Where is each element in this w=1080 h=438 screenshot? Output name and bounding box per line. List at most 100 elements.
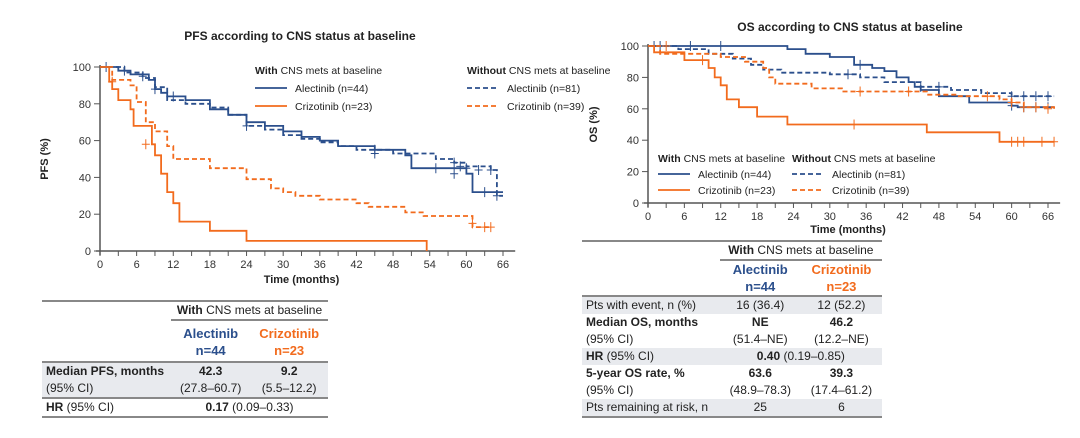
pfs-x-tick-label: 24: [240, 259, 252, 271]
pfs-series-crizotinib-without: [100, 66, 491, 228]
os-table-row: Pts remaining at risk, n 25 6: [582, 399, 882, 418]
pfs-legend-label: Crizotinib (n=39): [507, 101, 584, 113]
pfs-y-tick-label: 60: [79, 136, 91, 148]
os-censor-mark: [1007, 97, 1016, 108]
os-x-tick-label: 54: [969, 211, 981, 223]
os-x-tick-label: 36: [860, 211, 872, 223]
pfs-chart-title: PFS according to CNS status at baseline: [184, 29, 416, 43]
pfs-censor-mark: [370, 148, 379, 159]
pfs-chart: PFS according to CNS status at baseline 0…: [39, 29, 611, 286]
os-legend: With CNS mets at baseline Alectinib (n=44…: [658, 153, 936, 197]
pfs-table-row: (95% CI) (27.8–60.7) (5.5–12.2): [42, 380, 328, 398]
os-censor-mark: [904, 86, 913, 97]
os-y-tick-label: 100: [621, 41, 639, 53]
os-censor-mark: [716, 41, 725, 51]
pfs-table-col-alectinib: Alectinib: [183, 326, 239, 341]
os-table-row: (95% CI) (48.9–78.3) (17.4–61.2): [586, 383, 873, 397]
pfs-table-n-alectinib: n=44: [195, 343, 226, 358]
pfs-legend-label: Crizotinib (n=23): [295, 101, 372, 113]
os-censor-mark: [1019, 136, 1028, 147]
pfs-table-col-crizotinib: Crizotinib: [259, 326, 320, 341]
pfs-x-tick-label: 30: [277, 259, 289, 271]
pfs-x-tick-label: 0: [97, 259, 103, 271]
pfs-x-tick-label: 18: [204, 259, 216, 271]
pfs-x-axis-label: Time (months): [264, 274, 340, 286]
os-censor-mark: [1050, 136, 1059, 147]
pfs-x-tick-label: 12: [167, 259, 179, 271]
os-censor-mark: [844, 69, 852, 80]
os-table-col-alectinib: Alectinib: [732, 262, 788, 277]
pfs-censor-mark: [431, 163, 440, 174]
pfs-censor-mark: [108, 76, 117, 87]
os-summary-table: With CNS mets at baseline Alectinib Criz…: [582, 240, 882, 418]
os-legend-heading: With CNS mets at baseline: [658, 153, 785, 165]
os-table-row: (95% CI) (51.4–NE) (12.2–NE): [586, 332, 869, 346]
os-censor-mark: [856, 59, 865, 70]
os-y-tick-label: 40: [627, 135, 639, 147]
os-censor-mark: [916, 81, 925, 92]
pfs-legend-heading: Without CNS mets at baseline: [467, 65, 611, 77]
os-table-row: Median OS, months NE 46.2: [586, 315, 854, 329]
os-censor-mark: [686, 41, 695, 51]
os-x-tick-label: 6: [681, 211, 687, 223]
os-x-tick-label: 60: [1006, 211, 1018, 223]
os-table-row: 5-year OS rate, % 63.6 39.3: [586, 366, 854, 380]
os-series-alectinib-with: [648, 45, 1055, 109]
pfs-censor-mark: [480, 187, 489, 198]
os-table-row: Pts with event, n (%) 16 (36.4) 12 (52.2…: [582, 295, 882, 314]
os-y-tick-label: 60: [627, 104, 639, 116]
pfs-x-tick-label: 6: [134, 259, 140, 271]
pfs-legend-heading: With CNS mets at baseline: [255, 65, 382, 77]
os-table-n-alectinib: n=44: [745, 279, 776, 294]
pfs-censor-mark: [486, 222, 495, 233]
pfs-y-tick-label: 0: [85, 246, 91, 258]
pfs-censor-mark: [468, 218, 477, 229]
os-x-axis-label: Time (months): [810, 224, 886, 236]
pfs-censor-mark: [474, 165, 483, 176]
os-x-tick-label: 48: [933, 211, 945, 223]
pfs-table-group-header: With CNS mets at baseline: [171, 300, 328, 321]
os-legend-label: Crizotinib (n=39): [832, 185, 909, 197]
pfs-y-tick-label: 80: [79, 99, 91, 111]
os-x-tick-label: 18: [751, 211, 763, 223]
os-table-group-header: With CNS mets at baseline: [719, 240, 882, 261]
pfs-censor-mark: [486, 165, 495, 176]
os-x-tick-label: 30: [824, 211, 836, 223]
os-chart: OS according to CNS status at baseline 0 2…: [588, 20, 1061, 236]
os-y-tick-label: 0: [633, 198, 639, 210]
os-table-row: HR (95% CI) 0.40 (0.19–0.85): [582, 348, 882, 365]
pfs-censor-mark: [242, 120, 251, 131]
os-series-crizotinib-without: [648, 45, 1055, 109]
pfs-censor-mark: [462, 163, 471, 174]
os-censor-mark: [698, 55, 707, 66]
pfs-series-alectinib-with: [100, 66, 503, 193]
pfs-y-axis-label: PFS (%): [39, 138, 51, 180]
os-x-tick-label: 12: [715, 211, 727, 223]
pfs-censor-mark: [456, 161, 465, 172]
os-x-tick-label: 42: [896, 211, 908, 223]
os-table-n-crizotinib: n=23: [826, 279, 857, 294]
pfs-y-tick-label: 20: [79, 209, 91, 221]
os-censor-mark: [1044, 91, 1052, 102]
os-legend-label: Crizotinib (n=23): [698, 185, 775, 197]
os-censor-mark: [1031, 91, 1040, 102]
pfs-censor-mark: [450, 168, 459, 179]
pfs-x-tick-label: 54: [424, 259, 436, 271]
pfs-censor-mark: [492, 190, 501, 201]
pfs-x-tick-label: 42: [350, 259, 362, 271]
os-censor-mark: [856, 86, 865, 97]
os-censor-mark: [1037, 136, 1046, 147]
pfs-censor-mark: [120, 65, 129, 76]
os-censor-mark: [1031, 102, 1040, 113]
os-censor-mark: [1019, 102, 1028, 113]
os-y-tick-label: 20: [627, 167, 639, 179]
os-censor-mark: [850, 119, 859, 130]
pfs-table-row: Median PFS, months 42.3 9.2: [42, 361, 328, 380]
os-legend-label: Alectinib (n=44): [698, 169, 771, 181]
os-table-col-crizotinib: Crizotinib: [811, 262, 872, 277]
pfs-summary-table: With CNS mets at baseline Alectinib Criz…: [42, 300, 328, 418]
os-chart-title: OS according to CNS status at baseline: [737, 20, 963, 34]
pfs-table-row: HR (95% CI) 0.17 (0.09–0.33): [42, 397, 328, 418]
pfs-censor-mark: [141, 139, 150, 150]
